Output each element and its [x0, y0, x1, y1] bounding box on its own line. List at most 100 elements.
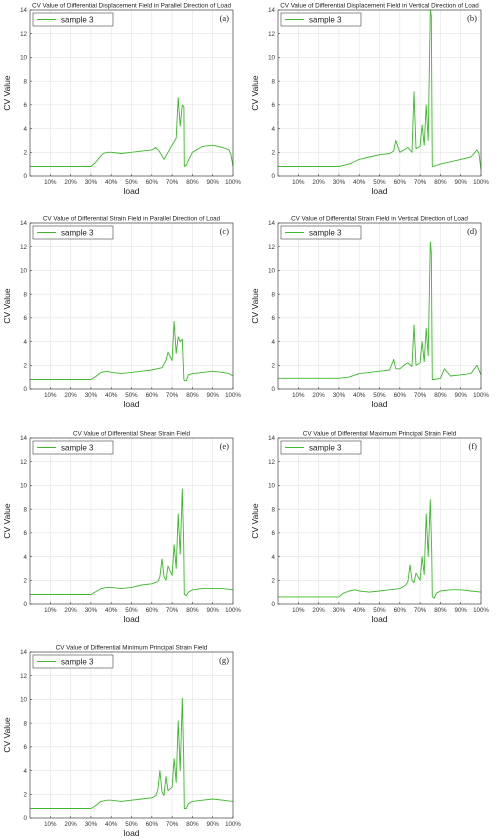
y-tick-label: 2: [24, 791, 28, 798]
y-axis-label: CV Value: [2, 288, 12, 324]
y-tick-label: 2: [272, 362, 276, 369]
chart-title: CV Value of Differential Maximum Princip…: [303, 431, 457, 438]
x-tick-label: 100%: [473, 607, 489, 614]
y-tick-label: 14: [268, 220, 275, 227]
series-line-1: [30, 697, 234, 809]
y-tick-label: 0: [272, 173, 276, 180]
y-tick-label: 10: [20, 697, 27, 704]
x-tick-label: 70%: [166, 392, 179, 399]
x-tick-label: 40%: [353, 179, 366, 186]
legend-label: sample 3: [61, 658, 94, 667]
y-tick-label: 8: [24, 506, 28, 513]
x-tick-label: 30%: [85, 821, 98, 828]
y-tick-label: 4: [272, 554, 276, 561]
y-tick-label: 14: [268, 7, 275, 14]
y-tick-label: 8: [24, 78, 28, 85]
x-tick-label: 90%: [455, 392, 468, 399]
x-axis-label: load: [123, 399, 139, 409]
legend: sample 3: [280, 225, 362, 240]
panel-letter: (g): [219, 655, 229, 665]
y-tick-label: 10: [268, 268, 275, 275]
legend-box: [32, 12, 114, 27]
y-tick-label: 10: [20, 55, 27, 62]
x-tick-label: 60%: [394, 179, 407, 186]
y-tick-label: 12: [268, 31, 275, 38]
x-tick-label: 20%: [64, 607, 77, 614]
y-tick-label: 14: [268, 435, 275, 442]
x-tick-label: 40%: [353, 392, 366, 399]
legend-box: [280, 440, 362, 455]
x-tick-label: 80%: [186, 179, 199, 186]
legend-label: sample 3: [309, 229, 342, 238]
legend: sample 3: [32, 225, 114, 240]
y-tick-label: 6: [272, 530, 276, 537]
y-tick-label: 2: [24, 362, 28, 369]
x-tick-label: 40%: [105, 179, 118, 186]
y-tick-label: 6: [272, 315, 276, 322]
y-tick-label: 10: [20, 268, 27, 275]
y-tick-label: 0: [272, 601, 276, 608]
legend-label: sample 3: [309, 444, 342, 453]
x-tick-label: 80%: [434, 179, 447, 186]
legend-box: [32, 225, 114, 240]
chart-panel-a: 10% 20% 30% 40% 50% 60% 70% 80% 90% 100% 0 2 4 6 8 10 12…: [2, 3, 241, 197]
x-tick-label: 100%: [225, 821, 241, 828]
x-tick-label: 60%: [146, 607, 159, 614]
x-tick-label: 70%: [166, 607, 179, 614]
x-tick-label: 80%: [186, 607, 199, 614]
x-tick-label: 30%: [85, 392, 98, 399]
series-line-1: [278, 241, 482, 380]
x-tick-label: 10%: [44, 607, 57, 614]
chart-panel-e: 10% 20% 30% 40% 50% 60% 70% 80% 90% 100% 0 2 4 6 8 10 12…: [2, 431, 241, 625]
legend: sample 3: [32, 12, 114, 27]
x-tick-label: 60%: [394, 607, 407, 614]
x-tick-label: 80%: [434, 607, 447, 614]
x-tick-label: 90%: [207, 392, 220, 399]
x-tick-label: 20%: [64, 179, 77, 186]
x-tick-label: 90%: [455, 607, 468, 614]
x-tick-label: 100%: [473, 179, 489, 186]
x-tick-label: 10%: [44, 821, 57, 828]
chart-panel-f: 10% 20% 30% 40% 50% 60% 70% 80% 90% 100% 0 2 4 6 8 10 12…: [250, 431, 489, 625]
x-tick-label: 70%: [166, 821, 179, 828]
legend: sample 3: [32, 440, 114, 455]
y-tick-label: 8: [24, 291, 28, 298]
legend: sample 3: [32, 654, 114, 669]
x-tick-label: 20%: [312, 179, 325, 186]
x-tick-label: 40%: [105, 821, 118, 828]
x-axis-label: load: [123, 614, 139, 624]
panel-letter: (f): [469, 441, 478, 451]
y-tick-label: 8: [24, 720, 28, 727]
y-tick-label: 8: [272, 506, 276, 513]
chart-title: CV Value of Differential Displacement Fi…: [32, 3, 231, 10]
chart-title: CV Value of Differential Displacement Fi…: [280, 3, 479, 10]
y-axis-label: CV Value: [2, 717, 12, 753]
y-tick-label: 12: [20, 244, 27, 251]
x-tick-label: 50%: [125, 392, 138, 399]
y-tick-label: 0: [24, 815, 28, 822]
x-tick-label: 30%: [333, 392, 346, 399]
x-tick-label: 60%: [146, 179, 159, 186]
x-tick-label: 100%: [225, 179, 241, 186]
x-tick-label: 20%: [312, 392, 325, 399]
panel-letter: (b): [467, 13, 477, 23]
x-tick-label: 10%: [292, 607, 305, 614]
chart-panel-c: 10% 20% 30% 40% 50% 60% 70% 80% 90% 100% 0 2 4 6 8 10 12…: [2, 216, 241, 410]
x-tick-label: 80%: [186, 821, 199, 828]
panel-letter: (a): [220, 13, 230, 23]
x-tick-label: 40%: [105, 392, 118, 399]
legend-label: sample 3: [61, 444, 94, 453]
y-tick-label: 8: [272, 78, 276, 85]
series-line-1: [278, 499, 482, 599]
series-line-1: [30, 97, 234, 167]
x-axis-label: load: [371, 399, 387, 409]
x-tick-label: 50%: [125, 821, 138, 828]
y-tick-label: 12: [20, 673, 27, 680]
y-tick-label: 14: [20, 7, 27, 14]
x-tick-label: 100%: [225, 392, 241, 399]
x-tick-label: 30%: [85, 607, 98, 614]
y-tick-label: 6: [272, 102, 276, 109]
y-tick-label: 6: [24, 744, 28, 751]
x-tick-label: 100%: [225, 607, 241, 614]
